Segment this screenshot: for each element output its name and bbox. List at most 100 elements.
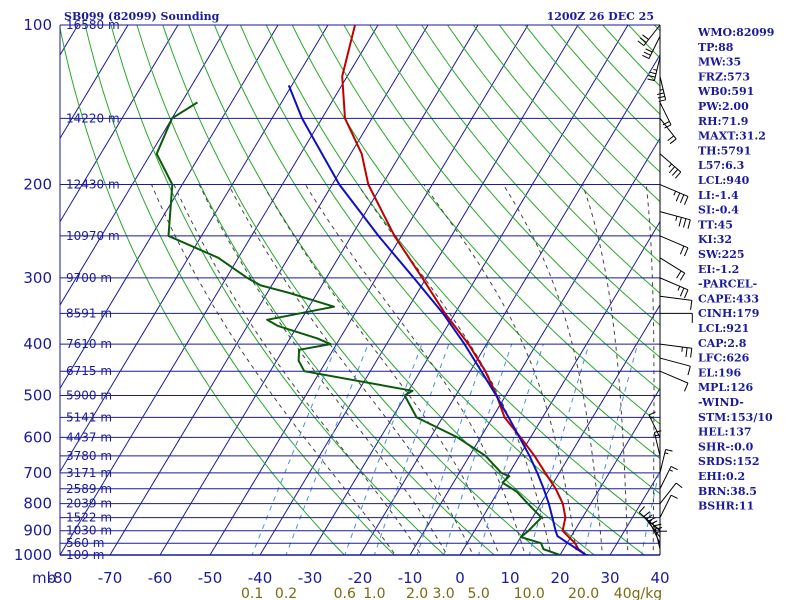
moist-adiabat-line [645, 184, 655, 555]
pressure-label: 900 [23, 522, 52, 540]
wind-barb-staff [659, 257, 686, 274]
mixing-ratio-label: 20.0 [568, 586, 599, 600]
wind-barb-flag [645, 48, 653, 53]
wind-barb-flag [645, 514, 653, 520]
wind-barb [659, 465, 678, 490]
temperature-tick-label: 30 [600, 569, 619, 587]
index-entry: -WIND- [698, 396, 744, 409]
height-label: 14220 m [66, 111, 120, 125]
wind-barb-half [675, 216, 678, 221]
height-label: 9700 m [66, 271, 112, 285]
wind-barb [642, 36, 661, 60]
wind-barb-flag [684, 382, 689, 392]
pressure-label: 300 [23, 269, 52, 287]
wind-barb-staff [659, 482, 677, 504]
wind-barb-staff [659, 343, 692, 349]
temperature-tick-label: -70 [98, 569, 123, 587]
index-entry: LFC:626 [698, 352, 750, 365]
pressure-label: 200 [23, 176, 52, 194]
y-axis-label: mb [32, 569, 56, 587]
wind-barb-staff [659, 295, 692, 301]
wind-barb-staff [659, 76, 667, 100]
dry-adiabat-line [265, 25, 660, 495]
index-entry: TH:5791 [698, 144, 751, 157]
wind-barb-half [677, 286, 681, 291]
valid-time: 1200Z 26 DEC 25 [547, 10, 654, 23]
mixing-ratio-label: 1.0 [363, 586, 385, 600]
index-entry: BSHR:11 [698, 500, 754, 513]
wind-barb [659, 370, 689, 392]
dry-adiabat-line [421, 25, 660, 294]
dry-adiabat-line [395, 25, 660, 326]
wind-barb-flag [679, 245, 685, 255]
mixing-ratio-line [528, 343, 590, 555]
wind-barb [659, 184, 689, 205]
wind-barb-flag [683, 218, 687, 228]
wind-barb [659, 494, 678, 518]
mixing-ratio-label: 40g/kg [614, 586, 662, 600]
station-title: SB099 (82099) Sounding [64, 10, 220, 23]
wind-barb-flag [678, 217, 682, 227]
isotherm-line [60, 25, 229, 306]
wind-barb-flag [687, 366, 691, 376]
dry-adiabat-line [239, 25, 660, 531]
height-label: 12430 m [66, 178, 120, 192]
wind-barb-flag [647, 78, 655, 82]
wind-barb-flag [665, 448, 673, 452]
index-entry: MW:35 [698, 56, 741, 69]
wind-barb [648, 411, 661, 438]
temperature-tick-label: -20 [348, 569, 373, 587]
wind-barb-flag [690, 348, 693, 358]
wind-barb-half [664, 452, 669, 455]
index-entry: RH:71.9 [698, 115, 748, 128]
index-entry: KI:32 [698, 233, 732, 246]
height-label: 8591 m [66, 306, 112, 320]
index-entry: CAP:2.8 [698, 337, 747, 350]
temperature-tick-label: -60 [148, 569, 173, 587]
wind-barb-flag [642, 54, 650, 60]
wind-barbs [637, 24, 693, 555]
temperature-tick-label: -10 [398, 569, 423, 587]
mixing-ratio-line [251, 343, 338, 555]
wind-barb-flag [655, 527, 663, 530]
index-entry: STM:153/10 [698, 411, 773, 424]
index-entry: CAPE:433 [698, 292, 759, 305]
pressure-label: 500 [23, 386, 52, 404]
pressure-label: 100 [23, 16, 52, 34]
dry-adiabat-line [136, 25, 496, 555]
index-entry: BRN:38.5 [698, 485, 757, 498]
dry-adiabat-line [188, 25, 596, 555]
isotherm-line [509, 304, 660, 555]
isotherm-line [459, 220, 660, 555]
wind-barb-flag [687, 219, 691, 229]
wind-barb-flag [657, 95, 665, 99]
wind-barb-flag [671, 169, 679, 176]
index-entry: TT:45 [698, 218, 733, 231]
mixing-ratio-label: 10.0 [514, 586, 545, 600]
wind-barb [659, 211, 691, 229]
wind-barb-flag [667, 135, 675, 142]
mixing-ratio-label: 3.0 [432, 586, 454, 600]
temperature-tick-label: 40 [650, 569, 669, 587]
wind-barb [659, 343, 693, 358]
dry-adiabat-line [110, 25, 446, 555]
dry-adiabat-line [317, 25, 660, 425]
wind-barb-staff [659, 277, 689, 291]
isotherm-line [60, 25, 279, 390]
index-entry: L57:6.3 [698, 159, 744, 172]
mixing-ratio-label: 0.2 [275, 586, 297, 600]
wind-barb [659, 482, 683, 504]
pressure-label: 800 [23, 495, 52, 513]
wind-barb [653, 430, 662, 456]
height-label: 560 m [66, 536, 104, 550]
height-label: 5900 m [66, 388, 112, 402]
wind-barb-flag [675, 482, 683, 489]
index-entry: SHR-:0.0 [698, 440, 754, 453]
wind-barb [659, 102, 672, 129]
wind-barb-flag [643, 511, 651, 517]
moist-adiabat-line [227, 184, 474, 555]
isotherm-line [409, 137, 660, 555]
wind-barb-flag [675, 171, 682, 179]
dewpoint-trace [155, 101, 564, 555]
